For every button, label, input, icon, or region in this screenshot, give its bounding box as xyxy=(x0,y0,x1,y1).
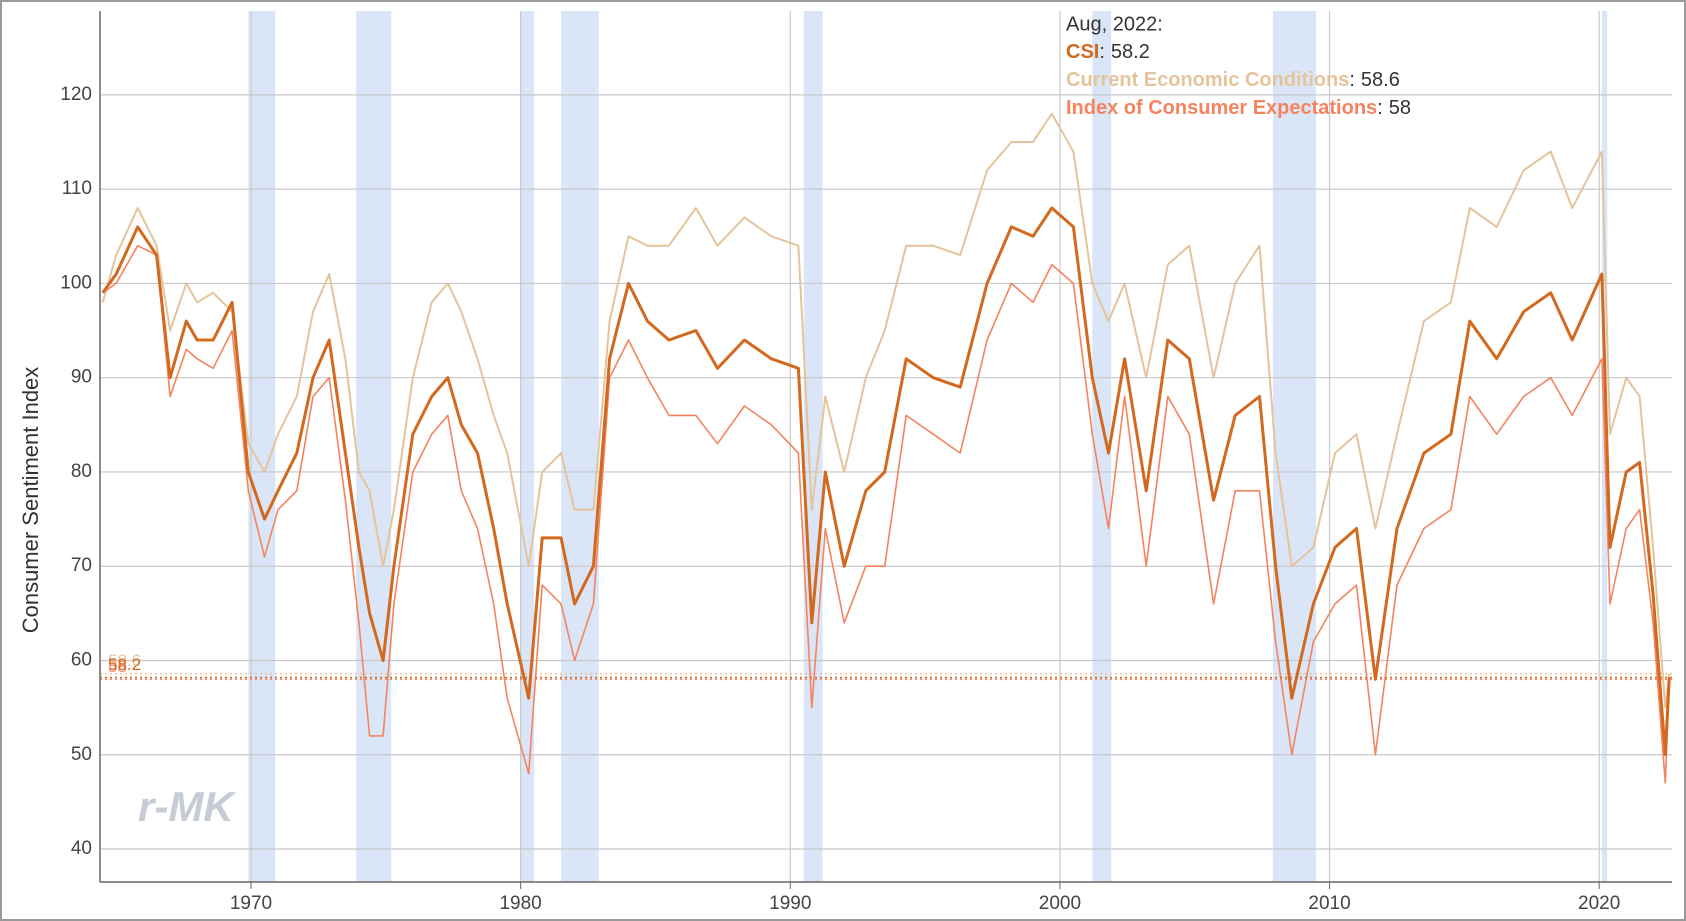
recession-band xyxy=(356,11,392,882)
series-line xyxy=(102,244,1671,784)
series-lines xyxy=(100,112,1672,784)
recession-band xyxy=(803,11,823,882)
reference-label: 58 xyxy=(108,657,127,676)
y-tick-label: 40 xyxy=(71,838,92,859)
tooltip-entry: CSI: 58.2 xyxy=(1066,41,1150,63)
recession-band xyxy=(248,11,276,882)
x-tick-label: 1970 xyxy=(230,893,272,914)
tooltip-title: Aug, 2022: xyxy=(1066,13,1163,35)
x-tick-label: 2000 xyxy=(1039,893,1081,914)
reference-label: 58.6 xyxy=(108,651,141,670)
tooltip-series-name: CSI xyxy=(1066,41,1099,63)
tooltip-entry: Current Economic Conditions: 58.6 xyxy=(1066,69,1400,91)
tooltip-separator: : xyxy=(1377,97,1383,119)
y-tick-label: 120 xyxy=(60,84,92,105)
x-tick-label: 2010 xyxy=(1308,893,1350,914)
recession-bands xyxy=(248,11,1608,882)
tooltip-series-name: Index of Consumer Expectations xyxy=(1066,97,1377,119)
x-tick-label: 1980 xyxy=(499,893,541,914)
y-tick-label: 90 xyxy=(71,367,92,388)
y-tick-label: 80 xyxy=(71,461,92,482)
recession-band xyxy=(561,11,599,882)
tooltip-separator: : xyxy=(1099,41,1105,63)
y-tick-label: 60 xyxy=(71,649,92,670)
tooltip-value: 58.6 xyxy=(1361,69,1400,91)
series-line xyxy=(101,206,1671,757)
y-tick-label: 100 xyxy=(60,272,92,293)
recession-band xyxy=(1272,11,1317,882)
recession-band xyxy=(1092,11,1112,882)
tooltip-series-name: Current Economic Conditions xyxy=(1066,69,1349,91)
x-tick-label: 2020 xyxy=(1578,893,1620,914)
reference-label: 58.2 xyxy=(108,655,141,674)
tooltip-value: 58.2 xyxy=(1111,41,1150,63)
y-tick-label: 70 xyxy=(71,555,92,576)
x-tick-label: 1990 xyxy=(769,893,811,914)
y-axis-label: Consumer Sentiment Index xyxy=(18,367,43,634)
tooltip-value: 58 xyxy=(1389,97,1411,119)
tooltip-entry: Index of Consumer Expectations: 58 xyxy=(1066,97,1411,119)
y-tick-label: 50 xyxy=(71,744,92,765)
tooltip-separator: : xyxy=(1349,69,1355,91)
y-tick-label: 110 xyxy=(62,178,92,199)
watermark: r-MK xyxy=(138,783,236,830)
series-line xyxy=(101,112,1671,709)
